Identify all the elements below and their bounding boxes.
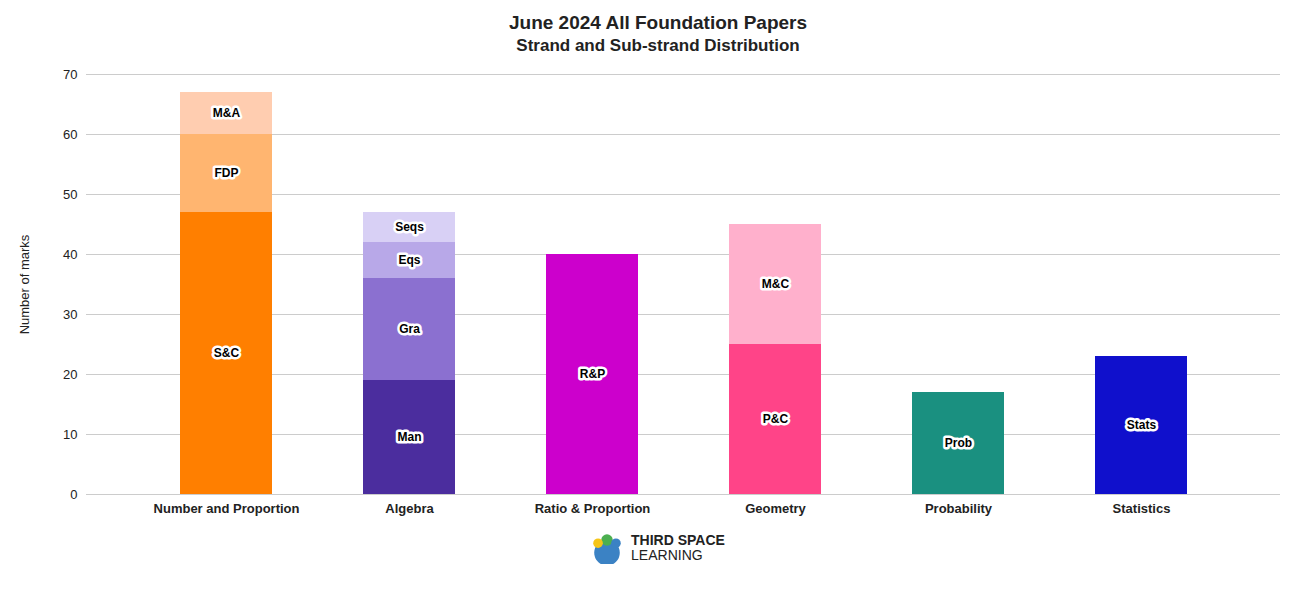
svg-text:Seqs: Seqs [395, 220, 424, 234]
svg-text:Stats: Stats [1127, 418, 1157, 432]
svg-text:M&C: M&C [762, 277, 790, 291]
html-text:LEARNING: LEARNING [631, 547, 703, 563]
svg-text:S&C: S&C [214, 346, 240, 360]
svg-text:Number of marks: Number of marks [17, 234, 32, 334]
svg-text:10: 10 [63, 427, 77, 442]
svg-text:50: 50 [63, 187, 77, 202]
svg-text:Geometry: Geometry [745, 501, 806, 516]
svg-text:40: 40 [63, 247, 77, 262]
svg-text:Number and Proportion: Number and Proportion [154, 501, 300, 516]
svg-text:Eqs: Eqs [398, 253, 420, 267]
svg-text:30: 30 [63, 307, 77, 322]
svg-text:FDP: FDP [215, 166, 239, 180]
svg-text:Gra: Gra [399, 322, 420, 336]
svg-text:Prob: Prob [945, 436, 972, 450]
svg-text:20: 20 [63, 367, 77, 382]
svg-text:0: 0 [70, 487, 77, 502]
svg-text:M&A: M&A [213, 106, 241, 120]
svg-text:P&C: P&C [763, 412, 789, 426]
html-text:Strand and Sub-strand Distribu: Strand and Sub-strand Distribution [516, 36, 800, 55]
html-text:June 2024 All Foundation Paper: June 2024 All Foundation Papers [509, 12, 807, 33]
svg-text:Statistics: Statistics [1113, 501, 1171, 516]
svg-text:60: 60 [63, 127, 77, 142]
svg-text:Ratio & Proportion: Ratio & Proportion [535, 501, 651, 516]
svg-text:Probability: Probability [925, 501, 993, 516]
html-text:THIRD SPACE: THIRD SPACE [631, 532, 725, 548]
svg-text:Algebra: Algebra [385, 501, 434, 516]
svg-text:R&P: R&P [580, 367, 605, 381]
svg-text:Man: Man [398, 430, 422, 444]
svg-text:70: 70 [63, 67, 77, 82]
